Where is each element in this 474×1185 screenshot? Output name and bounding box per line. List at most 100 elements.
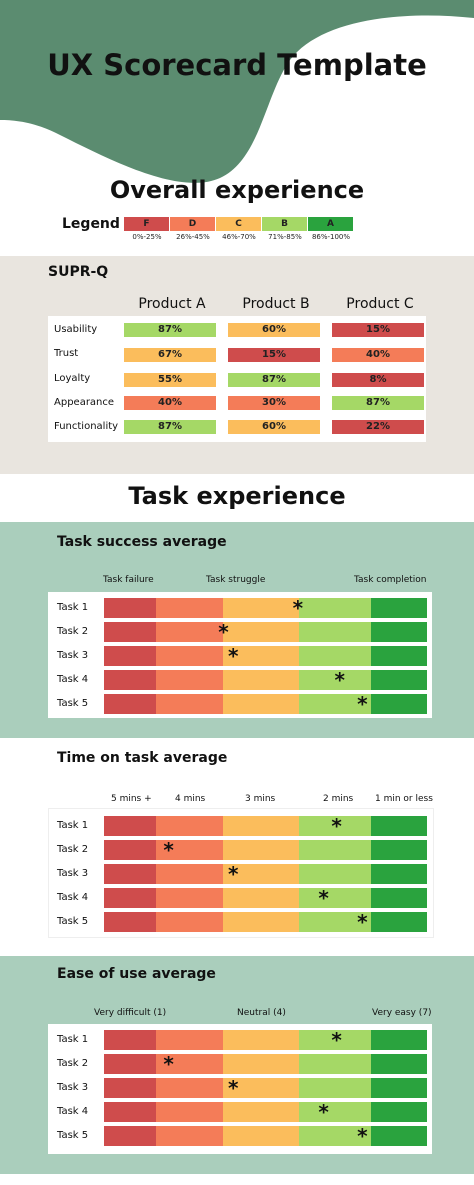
score-cell: 60%	[228, 323, 320, 337]
scale-segment-b	[299, 1102, 371, 1122]
time-on-task-section: Time on task average 5 mins + 4 mins 3 m…	[0, 740, 474, 954]
scale-segment-f	[104, 1030, 156, 1050]
scale-segment-b	[299, 1078, 371, 1098]
scale-segment-b	[299, 888, 371, 908]
metric-label: Loyalty	[54, 373, 91, 384]
legend-item-d: D 26%-45%	[170, 217, 216, 241]
task-heading: Task experience	[128, 482, 346, 510]
scale-segment-a	[371, 1054, 427, 1074]
task-scale-bar: *	[104, 1076, 427, 1100]
task-scale-bar: *	[104, 1028, 427, 1052]
scale-segment-b	[299, 670, 371, 690]
score-marker-icon: *	[218, 620, 229, 644]
score-cell: 87%	[228, 373, 320, 387]
scale-label: Task failure	[103, 575, 154, 585]
legend-range: 71%-85%	[268, 233, 302, 241]
scale-segment-a	[371, 598, 427, 618]
scale-label: 3 mins	[245, 794, 276, 804]
page-title: UX Scorecard Template	[47, 48, 427, 82]
task-label: Task 4	[57, 892, 89, 903]
scale-segment-c	[223, 888, 299, 908]
scale-segment-f	[104, 1054, 156, 1074]
scale-segment-f	[104, 864, 156, 884]
scale-label: Neutral (4)	[237, 1008, 286, 1018]
scale-segment-a	[371, 1030, 427, 1050]
task-scale-bar: *	[104, 1124, 427, 1148]
scale-segment-d	[156, 694, 223, 714]
scale-segment-f	[104, 694, 156, 714]
legend: F 0%-25% D 26%-45% C 46%-70% B 71%-85% A…	[124, 217, 354, 241]
scale-segment-a	[371, 816, 427, 836]
scale-label: 5 mins +	[111, 794, 152, 804]
metric-label: Usability	[54, 324, 98, 335]
task-label: Task 5	[57, 1130, 89, 1141]
scale-segment-b	[299, 598, 371, 618]
scale-segment-c	[223, 622, 299, 642]
product-b-header: Product B	[242, 296, 310, 312]
scale-segment-a	[371, 864, 427, 884]
task-label: Task 5	[57, 698, 89, 709]
task-label: Task 1	[57, 602, 89, 613]
score-cell: 67%	[124, 348, 216, 362]
score-marker-icon: *	[331, 814, 342, 838]
task-scale-bar: *	[104, 668, 427, 692]
scale-segment-b	[299, 646, 371, 666]
score-cell: 87%	[332, 396, 424, 410]
scale-label: 1 min or less	[375, 794, 433, 804]
scale-segment-a	[371, 1102, 427, 1122]
scale-segment-a	[371, 912, 427, 932]
scale-label: Very difficult (1)	[94, 1008, 167, 1018]
score-cell: 55%	[124, 373, 216, 387]
score-marker-icon: *	[331, 1028, 342, 1052]
product-a-header: Product A	[138, 296, 206, 312]
scale-segment-b	[299, 622, 371, 642]
score-marker-icon: *	[292, 596, 304, 620]
score-marker-icon: *	[357, 692, 368, 716]
task-scale-bar: *	[104, 620, 427, 644]
scale-segment-c	[223, 694, 299, 714]
scale-segment-d	[156, 1054, 223, 1074]
scale-segment-a	[371, 694, 427, 714]
score-cell: 30%	[228, 396, 320, 410]
scale-segment-c	[223, 598, 299, 618]
scale-label: Very easy (7)	[372, 1008, 432, 1018]
scale-segment-b	[299, 1054, 371, 1074]
task-scale-bar: *	[104, 1100, 427, 1124]
task-scale-bar: *	[104, 1052, 427, 1076]
scale-segment-d	[156, 622, 223, 642]
scale-segment-f	[104, 1102, 156, 1122]
scale-segment-d	[156, 1126, 223, 1146]
product-c-header: Product C	[346, 296, 414, 312]
score-cell: 15%	[228, 348, 320, 362]
scale-segment-a	[371, 646, 427, 666]
scale-segment-f	[104, 888, 156, 908]
scale-segment-f	[104, 598, 156, 618]
scale-segment-a	[371, 670, 427, 690]
scale-segment-d	[156, 864, 223, 884]
legend-item-f: F 0%-25%	[124, 217, 170, 241]
score-cell: 40%	[332, 348, 424, 362]
score-cell: 87%	[124, 323, 216, 337]
scale-segment-b	[299, 864, 371, 884]
task-label: Task 1	[57, 820, 89, 831]
scale-label: Task completion	[354, 575, 427, 585]
legend-range: 86%-100%	[311, 233, 351, 241]
legend-range: 26%-45%	[176, 233, 210, 241]
scale-segment-d	[156, 598, 223, 618]
suprq-title: SUPR-Q	[48, 264, 109, 280]
task-scale-bar: *	[104, 692, 427, 716]
task-label: Task 1	[57, 1034, 89, 1045]
score-cell: 8%	[332, 373, 424, 387]
scale-segment-c	[223, 1030, 299, 1050]
score-marker-icon: *	[227, 862, 239, 886]
scale-segment-c	[223, 670, 299, 690]
legend-label: Legend	[62, 216, 120, 232]
scale-segment-d	[156, 1102, 223, 1122]
scale-segment-c	[223, 1102, 299, 1122]
scale-segment-d	[156, 816, 223, 836]
task-label: Task 2	[57, 626, 89, 637]
scale-segment-c	[223, 1078, 299, 1098]
task-scale-bar: *	[104, 886, 427, 910]
task-scale-bar: *	[104, 596, 427, 620]
suprq-section: SUPR-Q Product A Product B Product C Usa…	[0, 256, 474, 474]
